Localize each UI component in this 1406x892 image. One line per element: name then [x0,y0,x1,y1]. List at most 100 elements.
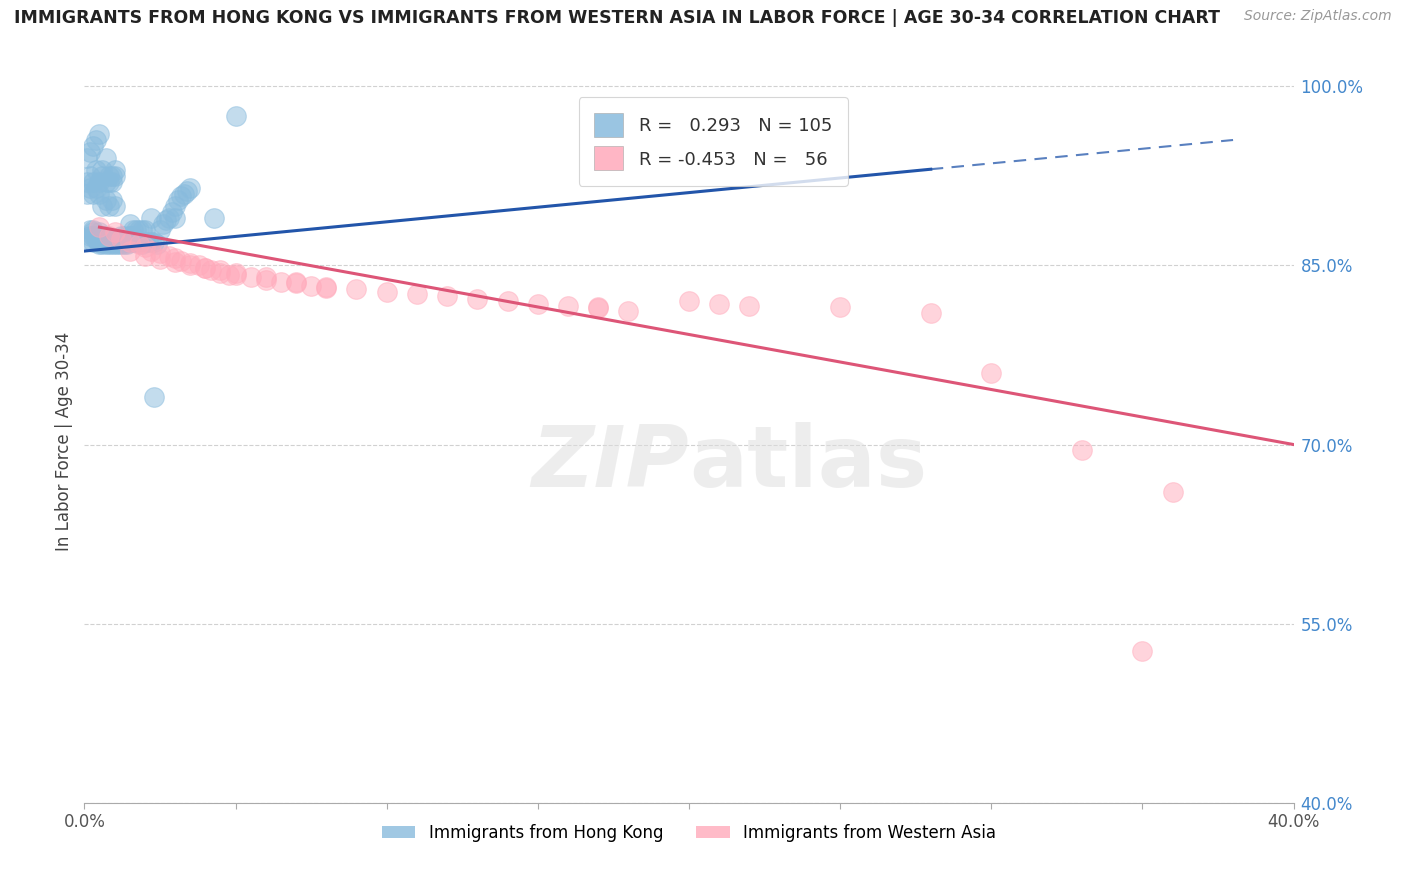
Point [128,235,150,249]
Point [202,211,225,225]
Point [315,281,337,295]
Point [107,235,129,249]
Point [104,162,127,177]
Point [617,303,640,318]
Point [436,289,458,303]
Point [152,217,174,231]
Point [100,236,122,251]
Point [176,185,198,199]
Point [136,235,159,249]
Point [82,228,104,243]
Point [225,266,247,280]
Point [118,235,141,249]
Point [112,228,135,243]
Point [118,228,141,243]
Point [194,260,217,275]
Point [527,296,550,310]
Point [94,175,117,189]
Point [89,235,111,249]
Point [100,175,122,189]
Point [128,236,150,251]
Point [980,366,1002,380]
Point [91,228,114,243]
Legend: Immigrants from Hong Kong, Immigrants from Western Asia: Immigrants from Hong Kong, Immigrants fr… [375,817,1002,848]
Point [1130,644,1153,658]
Point [299,278,322,293]
Point [134,249,156,263]
Point [125,222,148,236]
Point [315,280,337,294]
Point [97,232,120,246]
Text: IMMIGRANTS FROM HONG KONG VS IMMIGRANTS FROM WESTERN ASIA IN LABOR FORCE | AGE 3: IMMIGRANTS FROM HONG KONG VS IMMIGRANTS … [14,9,1220,27]
Point [86,180,108,194]
Point [179,259,201,273]
Point [104,235,127,249]
Point [91,236,114,251]
Point [89,175,111,189]
Point [160,204,183,219]
Point [149,222,172,236]
Point [125,235,148,249]
Point [97,228,120,243]
Point [194,260,217,275]
Point [121,228,143,243]
Point [89,225,111,239]
Point [218,268,240,282]
Point [104,169,127,183]
Point [76,186,98,201]
Point [100,169,122,183]
Point [89,186,111,201]
Point [97,236,120,251]
Point [91,199,114,213]
Point [79,222,101,236]
Point [131,236,153,251]
Point [82,222,104,236]
Point [588,300,610,314]
Point [94,193,117,207]
Point [157,249,180,263]
Point [285,275,308,289]
Point [86,228,108,243]
Point [107,236,129,251]
Point [79,180,101,194]
Point [157,211,180,225]
Point [104,225,127,239]
Point [134,235,156,249]
Point [375,285,398,299]
Point [110,232,132,246]
Point [142,390,165,404]
Point [104,199,127,213]
Point [82,186,104,201]
Point [149,246,172,260]
Point [82,139,104,153]
Point [496,294,519,309]
Point [254,270,277,285]
Point [270,275,292,289]
Point [170,253,193,268]
Point [82,175,104,189]
Text: Source: ZipAtlas.com: Source: ZipAtlas.com [1244,9,1392,23]
Point [97,175,120,189]
Point [104,232,127,246]
Point [346,282,368,296]
Point [121,235,143,249]
Point [118,235,141,249]
Point [225,268,247,282]
Point [89,228,111,243]
Point [79,145,101,159]
Point [107,235,129,249]
Point [86,162,108,177]
Point [76,175,98,189]
Point [86,228,108,243]
Point [179,180,201,194]
Point [128,222,150,236]
Point [142,235,165,249]
Point [97,235,120,249]
Point [467,292,489,306]
Point [134,240,156,254]
Point [1071,443,1094,458]
Point [110,235,132,249]
Point [149,252,172,267]
Point [179,256,201,270]
Point [239,270,262,285]
